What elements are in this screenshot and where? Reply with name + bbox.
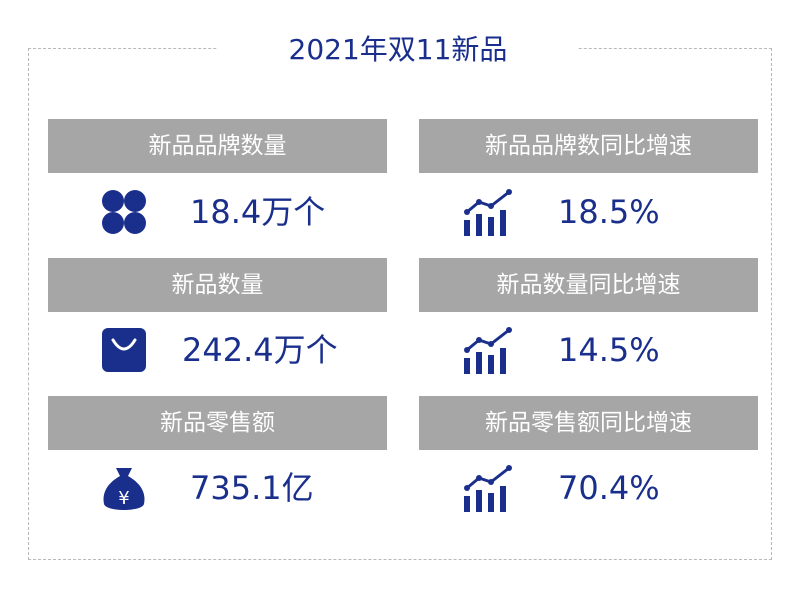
- card-label-brand-growth: 新品品牌数同比增速: [419, 119, 758, 173]
- card-label-product-count: 新品数量: [48, 258, 387, 312]
- card-label-retail-sales: 新品零售额: [48, 396, 387, 450]
- growth-chart-icon: [464, 189, 512, 236]
- growth-chart-icon: [464, 327, 512, 374]
- clover-icon: [102, 190, 146, 234]
- card-label-brand-count: 新品品牌数量: [48, 119, 387, 173]
- card-value-product-count: 242.4万个: [182, 331, 338, 369]
- card-value-product-growth: 14.5%: [558, 331, 660, 369]
- money-bag-icon: ¥: [103, 468, 145, 510]
- page-title: 2021年双11新品: [288, 33, 508, 66]
- shopping-bag-icon: [102, 328, 146, 372]
- card-value-retail-sales: 735.1亿: [190, 469, 314, 507]
- card-value-retail-growth: 70.4%: [558, 469, 660, 507]
- card-label-product-growth: 新品数量同比增速: [419, 258, 758, 312]
- svg-text:¥: ¥: [118, 488, 129, 509]
- title-mask: [218, 28, 578, 72]
- card-value-brand-growth: 18.5%: [558, 193, 660, 231]
- growth-chart-icon: [464, 465, 512, 512]
- card-label-retail-growth: 新品零售额同比增速: [419, 396, 758, 450]
- card-value-brand-count: 18.4万个: [190, 193, 326, 231]
